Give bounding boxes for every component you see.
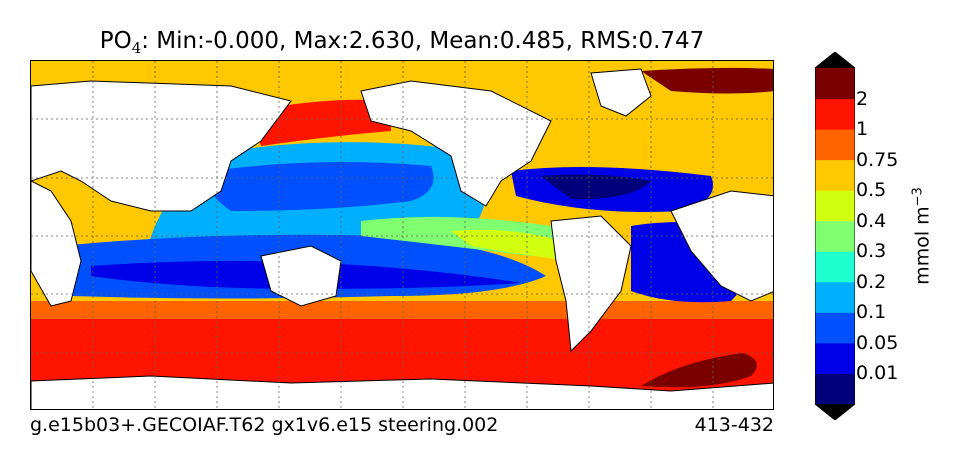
land-africa-east xyxy=(31,180,82,307)
eastern-pacific-upwelling xyxy=(451,229,571,261)
southern-front-band xyxy=(31,301,773,319)
title-species: PO xyxy=(99,28,132,54)
colorbar xyxy=(815,52,855,420)
arctic-band xyxy=(31,61,773,83)
colorbar-tick-label: 0.75 xyxy=(856,148,899,171)
land-eurasia xyxy=(31,80,292,212)
colorbar-unit-label: mmol m−3 xyxy=(910,187,933,285)
run-name: g.e15b03+.GECOIAF.T62 gx1v6.e15 steering… xyxy=(30,414,499,436)
colorbar-tick-label: 0.1 xyxy=(856,301,887,324)
title-species-subscript: 4 xyxy=(131,39,142,57)
title-stats: : Min:-0.000, Max:2.630, Mean:0.485, RMS… xyxy=(141,28,705,54)
colorbar-tick-label: 0.5 xyxy=(856,179,887,202)
colorbar-extend-max xyxy=(815,52,855,68)
colorbar-tick-label: 0.4 xyxy=(856,209,887,232)
colorbar-segment xyxy=(815,129,855,161)
land-africa-west xyxy=(670,190,773,302)
colorbar-segment xyxy=(815,190,855,222)
colorbar-segment xyxy=(815,98,855,130)
colorbar-segment xyxy=(815,312,855,344)
graticule xyxy=(31,61,773,409)
land-masses xyxy=(31,68,773,409)
north-pacific-gyre xyxy=(208,162,434,211)
colorbar-segment xyxy=(815,159,855,191)
map-title: PO4: Min:-0.000, Max:2.630, Mean:0.485, … xyxy=(30,26,774,58)
land-antarctica xyxy=(31,375,773,409)
ocean-map xyxy=(30,60,774,410)
colorbar-tick-label: 1 xyxy=(856,118,869,141)
colorbar-tick-label: 2 xyxy=(856,87,869,110)
map-canvas xyxy=(31,61,773,409)
unit-text: mmol m xyxy=(911,206,934,285)
colorbar-segment xyxy=(815,373,855,405)
colorbar-segment xyxy=(815,68,855,100)
colorbar-segment xyxy=(815,342,855,374)
north-pacific-high xyxy=(251,99,391,146)
colorbar-tick-label: 0.3 xyxy=(856,240,887,263)
arctic-high xyxy=(641,67,773,94)
land-australia xyxy=(260,245,342,307)
year-range: 413-432 xyxy=(694,414,774,436)
land-greenland xyxy=(590,68,652,117)
colorbar-segment xyxy=(815,251,855,283)
sargasso-core xyxy=(541,174,651,200)
weddell-high xyxy=(641,353,757,388)
unit-exponent: −3 xyxy=(910,187,926,207)
colorbar-tick-label: 0.05 xyxy=(856,331,899,354)
colorbar-segment xyxy=(815,281,855,313)
colorbar-extend-min xyxy=(815,404,855,420)
colorbar-segment xyxy=(815,220,855,252)
colorbar-tick-label: 0.01 xyxy=(856,362,899,385)
land-south-america xyxy=(550,215,632,353)
land-north-america xyxy=(360,80,552,207)
colorbar-tick-label: 0.2 xyxy=(856,270,887,293)
